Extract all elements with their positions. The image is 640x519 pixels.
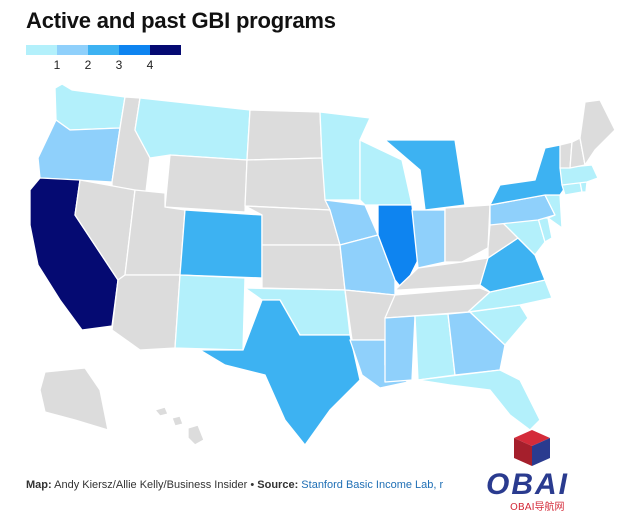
state-arizona [111, 274, 181, 351]
state-new-mexico [174, 274, 246, 351]
state-washington [54, 83, 126, 131]
state-wyoming [164, 154, 248, 213]
us-map [20, 70, 620, 465]
legend-tick: 4 [146, 58, 154, 72]
logo-cube-icon [514, 430, 550, 466]
state-florida [417, 369, 541, 431]
state-hawaii [154, 406, 205, 446]
obai-logo: OBAI OBAI导航网 [486, 430, 569, 513]
state-indiana [411, 209, 446, 269]
legend: 1 2 3 4 [26, 45, 181, 72]
state-maine [579, 99, 616, 166]
caption-source-label: Source: [257, 479, 299, 491]
state-kansas [261, 244, 346, 291]
page-title: Active and past GBI programs [26, 8, 336, 33]
state-north-dakota [246, 109, 323, 161]
state-rhode-island [579, 181, 588, 193]
legend-swatch [119, 45, 150, 55]
us-map-svg [29, 83, 616, 446]
logo-text: OBAI [486, 468, 569, 501]
legend-swatch [88, 45, 119, 55]
state-colorado [179, 209, 263, 279]
state-south-dakota [244, 157, 331, 211]
caption-source-link[interactable]: Stanford Basic Income Lab, r [298, 479, 444, 491]
legend-tick: 1 [53, 58, 61, 72]
caption-credit: Andy Kiersz/Allie Kelly/Business Insider… [51, 479, 258, 491]
states-group [29, 83, 616, 446]
state-oregon [37, 119, 121, 183]
state-north-carolina [467, 279, 553, 313]
legend-ticks: 1 2 3 4 [26, 58, 181, 72]
caption: Map: Andy Kiersz/Allie Kelly/Business In… [26, 479, 443, 491]
logo-subtext: OBAI导航网 [510, 500, 565, 513]
state-georgia [447, 311, 506, 376]
legend-swatches [26, 45, 181, 55]
state-alaska [39, 367, 109, 431]
state-massachusetts [559, 164, 599, 186]
state-montana [134, 97, 251, 161]
legend-tick: 2 [84, 58, 92, 72]
legend-swatch [26, 45, 57, 55]
legend-swatch [150, 45, 181, 55]
state-missouri [339, 234, 396, 296]
legend-tick: 3 [115, 58, 123, 72]
state-mississippi [384, 315, 416, 383]
state-ohio [444, 204, 491, 263]
caption-map-label: Map: [26, 479, 52, 491]
legend-swatch [57, 45, 88, 55]
state-texas [199, 299, 361, 446]
